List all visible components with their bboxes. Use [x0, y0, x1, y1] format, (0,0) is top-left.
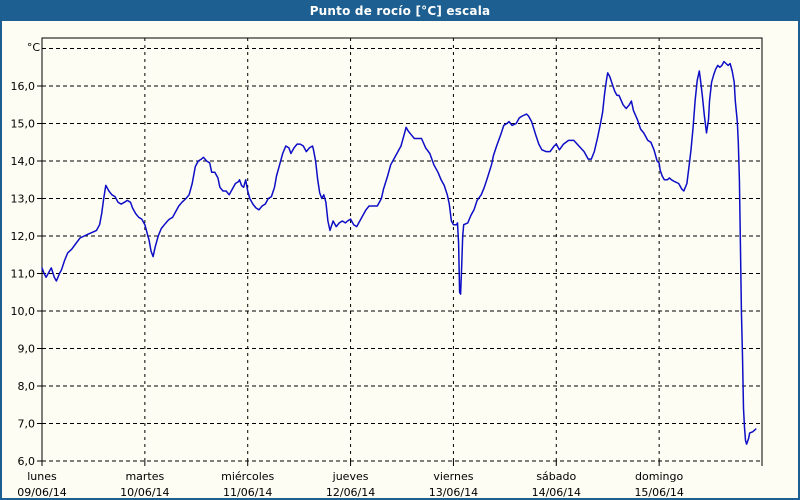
y-tick-label: 16,0	[11, 80, 36, 93]
day-name-label: viernes	[433, 470, 473, 483]
y-tick-label: 6,0	[18, 455, 36, 468]
day-date-label: 10/06/14	[120, 486, 169, 499]
y-tick-label: 14,0	[11, 155, 36, 168]
y-tick-label: 15,0	[11, 118, 36, 131]
y-tick-label: 11,0	[11, 268, 36, 281]
day-name-label: sábado	[536, 470, 576, 483]
day-date-label: 12/06/14	[326, 486, 375, 499]
day-date-label: 09/06/14	[17, 486, 66, 499]
plot-border	[41, 37, 763, 461]
day-name-label: miércoles	[221, 470, 274, 483]
chart-title: Punto de rocío [°C] escala	[309, 4, 491, 18]
day-date-label: 13/06/14	[429, 486, 478, 499]
dewpoint-line	[41, 60, 757, 445]
y-tick-label: 13,0	[11, 193, 36, 206]
day-name-label: jueves	[332, 470, 369, 483]
day-date-label: 14/06/14	[532, 486, 581, 499]
y-tick-label: 12,0	[11, 230, 36, 243]
day-name-label: martes	[125, 470, 164, 483]
day-name-label: lunes	[27, 470, 57, 483]
day-date-label: 15/06/14	[634, 486, 683, 499]
y-tick-label: 8,0	[18, 380, 36, 393]
day-date-label: 11/06/14	[223, 486, 272, 499]
day-name-label: domingo	[635, 470, 683, 483]
titlebar: Punto de rocío [°C] escala	[2, 2, 798, 21]
y-tick-label: 9,0	[18, 343, 36, 356]
y-tick-label: 7,0	[18, 418, 36, 431]
y-axis-unit-label: °C	[27, 41, 41, 54]
y-tick-label: 10,0	[11, 305, 36, 318]
